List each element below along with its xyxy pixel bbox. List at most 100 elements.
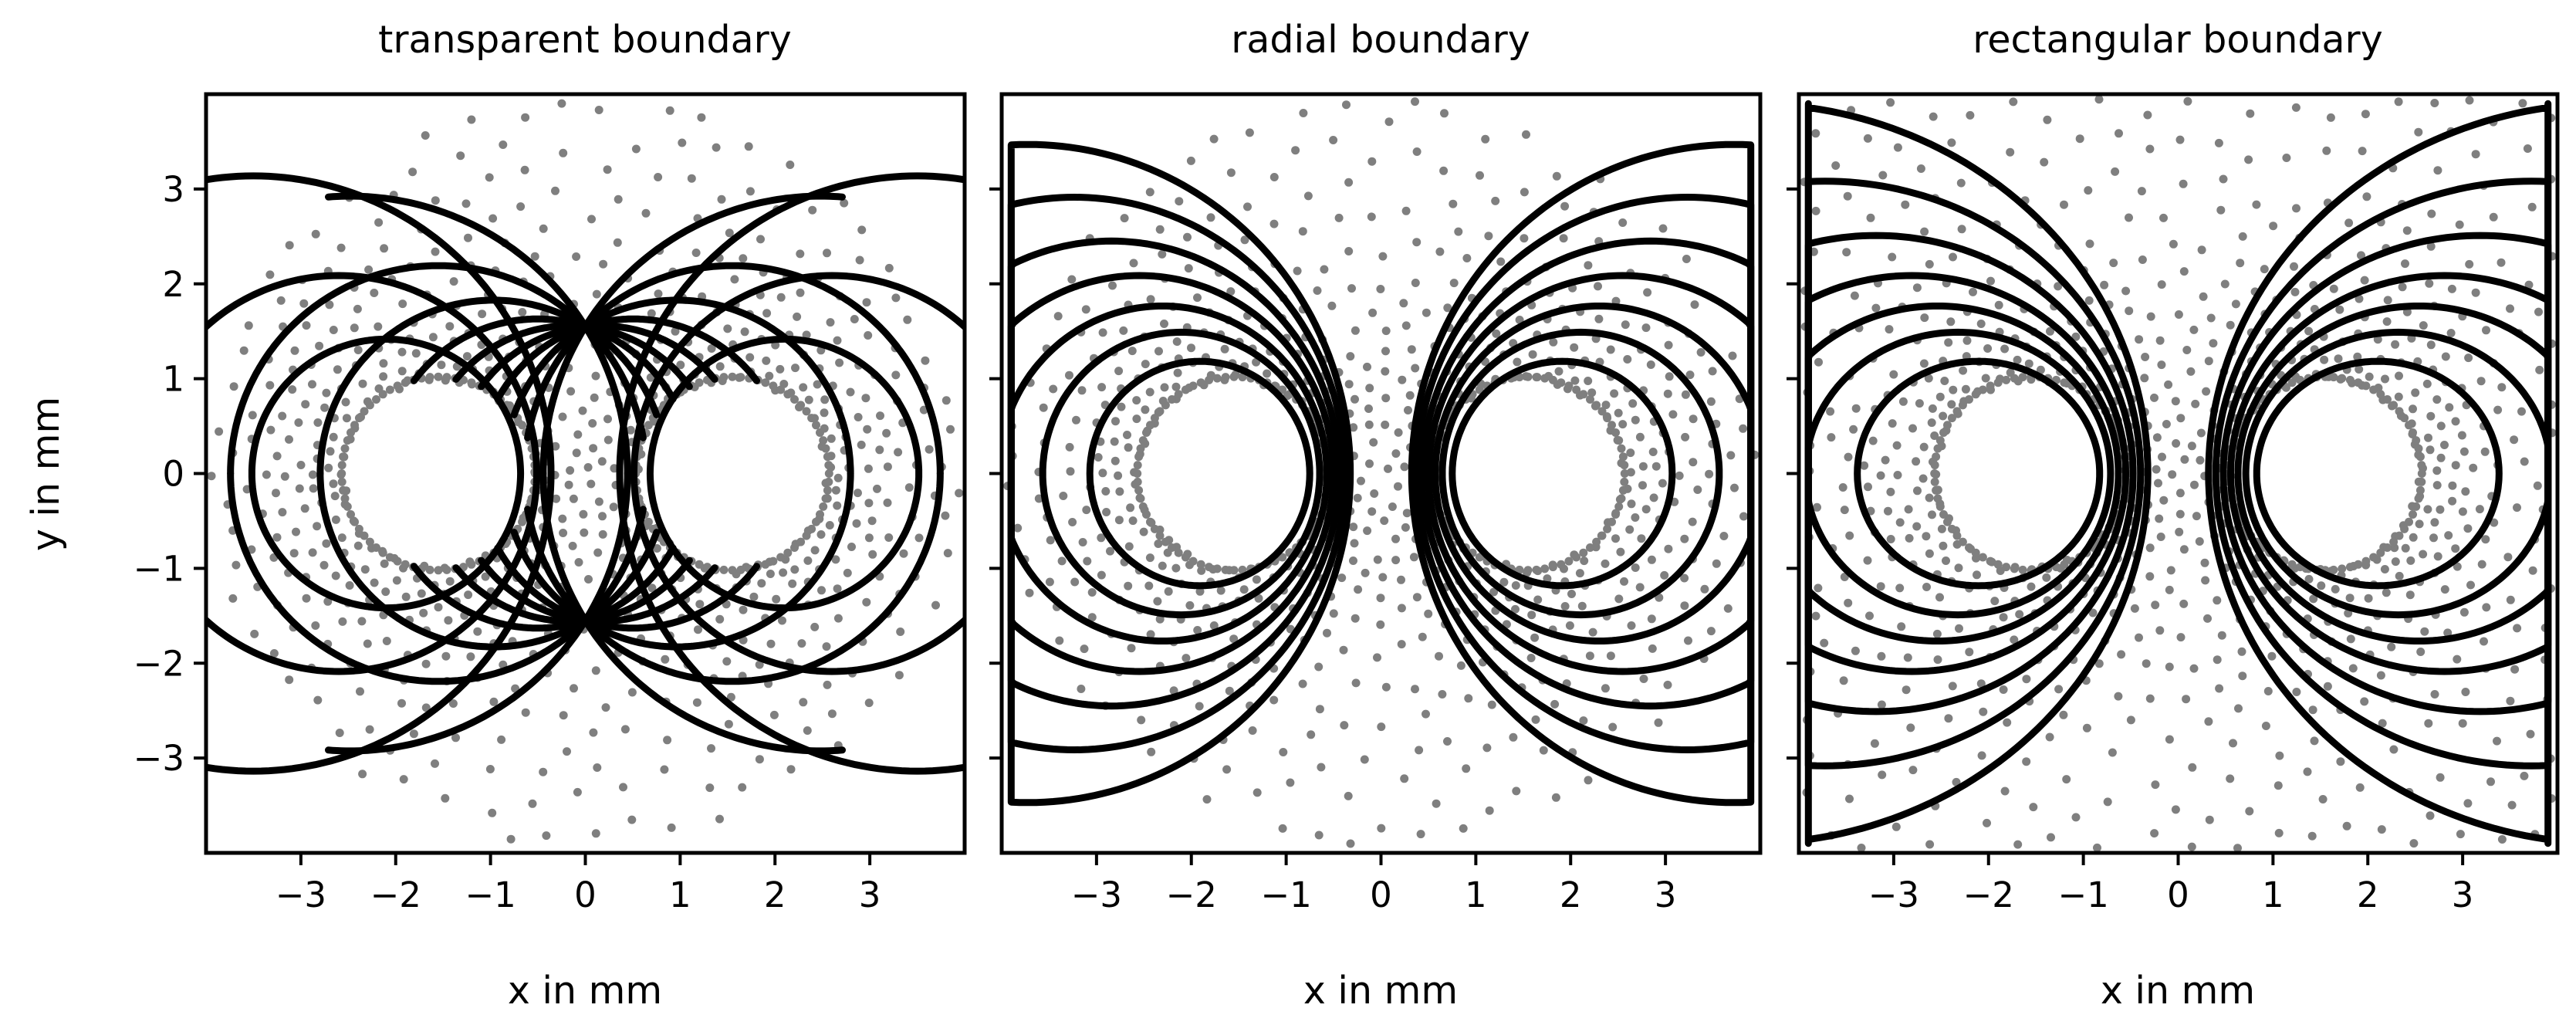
mesh-point <box>559 711 568 720</box>
mesh-point <box>365 401 374 410</box>
mesh-point <box>1971 390 1980 399</box>
mesh-point <box>1124 443 1133 452</box>
mesh-point <box>2304 326 2314 336</box>
mesh-point <box>1098 328 1107 337</box>
mesh-point <box>1944 714 1953 723</box>
mesh-point <box>1865 611 1874 621</box>
x-tick-label: 2 <box>764 874 786 915</box>
mesh-point <box>1087 588 1097 597</box>
ticks-rectangular: −3 −2 −1 0 1 2 3 <box>1787 187 2473 915</box>
field-line <box>539 192 846 477</box>
mesh-point <box>1263 369 1272 378</box>
mesh-point <box>739 254 748 263</box>
mesh-point <box>2513 503 2521 512</box>
field-line <box>452 556 693 625</box>
mesh-point <box>1078 538 1087 546</box>
mesh-point <box>609 502 618 512</box>
mesh-point <box>1142 428 1151 437</box>
mesh-point <box>2201 576 2210 585</box>
mesh-point <box>1577 601 1587 611</box>
mesh-point <box>1384 464 1392 473</box>
mesh-point <box>1684 636 1692 645</box>
mesh-point <box>1072 415 1080 425</box>
mesh-point <box>1635 432 1645 441</box>
mesh-point <box>1443 737 1452 746</box>
mesh-point <box>2320 355 2329 364</box>
mesh-point <box>2482 603 2491 612</box>
mesh-point <box>573 430 583 439</box>
mesh-point <box>2419 550 2428 559</box>
mesh-point <box>864 331 873 340</box>
mesh-point <box>1706 397 1716 406</box>
mesh-point <box>1411 364 1420 373</box>
mesh-point <box>2338 374 2347 383</box>
mesh-point <box>2520 771 2529 780</box>
mesh-point <box>694 625 702 634</box>
mesh-point <box>2000 344 2010 354</box>
x-tick-label: 0 <box>574 874 597 915</box>
mesh-point <box>360 531 369 540</box>
mesh-point <box>276 296 286 305</box>
mesh-point <box>1114 367 1124 376</box>
mesh-point <box>1904 505 1913 514</box>
mesh-point <box>2323 682 2332 691</box>
mesh-point <box>1912 283 1922 293</box>
mesh-point <box>289 549 299 558</box>
mesh-point <box>827 434 836 443</box>
mesh-point <box>425 373 434 382</box>
mesh-point <box>2084 186 2093 195</box>
mesh-point <box>2423 505 2432 514</box>
mesh-point <box>1411 279 1420 287</box>
mesh-point <box>1193 293 1202 303</box>
field-line <box>524 470 944 685</box>
mesh-point <box>2354 378 2363 387</box>
mesh-point <box>1239 585 1249 594</box>
mesh-point <box>401 378 410 387</box>
mesh-point <box>1811 206 1820 215</box>
mesh-point <box>803 726 812 735</box>
mesh-point <box>603 414 612 424</box>
mesh-point <box>1908 766 1918 775</box>
mesh-point <box>2406 556 2415 565</box>
mesh-point <box>2060 560 2069 569</box>
mesh-point <box>2003 718 2012 727</box>
mesh-point <box>591 666 600 675</box>
mesh-point <box>1611 510 1620 519</box>
mesh-point <box>738 783 747 792</box>
mesh-point <box>2042 573 2051 582</box>
mesh-point <box>786 161 795 169</box>
mesh-point <box>2331 584 2340 594</box>
mesh-point <box>583 463 593 472</box>
mesh-point <box>1876 582 1885 591</box>
mesh-point <box>728 566 737 575</box>
mesh-point <box>1978 385 1987 394</box>
mesh-point <box>2415 485 2425 495</box>
mesh-point <box>2187 441 2196 451</box>
mesh-point <box>1664 544 1673 553</box>
mesh-point <box>2459 607 2469 617</box>
mesh-point <box>1930 477 1939 486</box>
mesh-point <box>2114 692 2123 701</box>
mesh-point <box>1885 325 1894 334</box>
mesh-point <box>1614 408 1623 418</box>
mesh-point <box>489 697 499 706</box>
mesh-point <box>1401 206 1411 215</box>
mesh-point <box>1551 793 1560 802</box>
mesh-point <box>1402 509 1411 518</box>
mesh-point <box>2510 435 2519 445</box>
mesh-point <box>1124 581 1133 590</box>
mesh-point <box>2260 265 2269 274</box>
mesh-point <box>1161 401 1170 410</box>
mesh-point <box>1603 524 1612 533</box>
mesh-point <box>707 744 715 753</box>
mesh-point <box>1155 225 1165 234</box>
mesh-point <box>1397 575 1405 584</box>
mesh-point <box>1139 527 1148 536</box>
mesh-point <box>2261 722 2270 730</box>
mesh-point <box>2415 519 2424 529</box>
mesh-point <box>2220 279 2229 289</box>
mesh-point <box>2429 533 2438 543</box>
mesh-point <box>2361 110 2370 119</box>
mesh-point <box>2130 604 2139 613</box>
mesh-point <box>467 378 476 387</box>
